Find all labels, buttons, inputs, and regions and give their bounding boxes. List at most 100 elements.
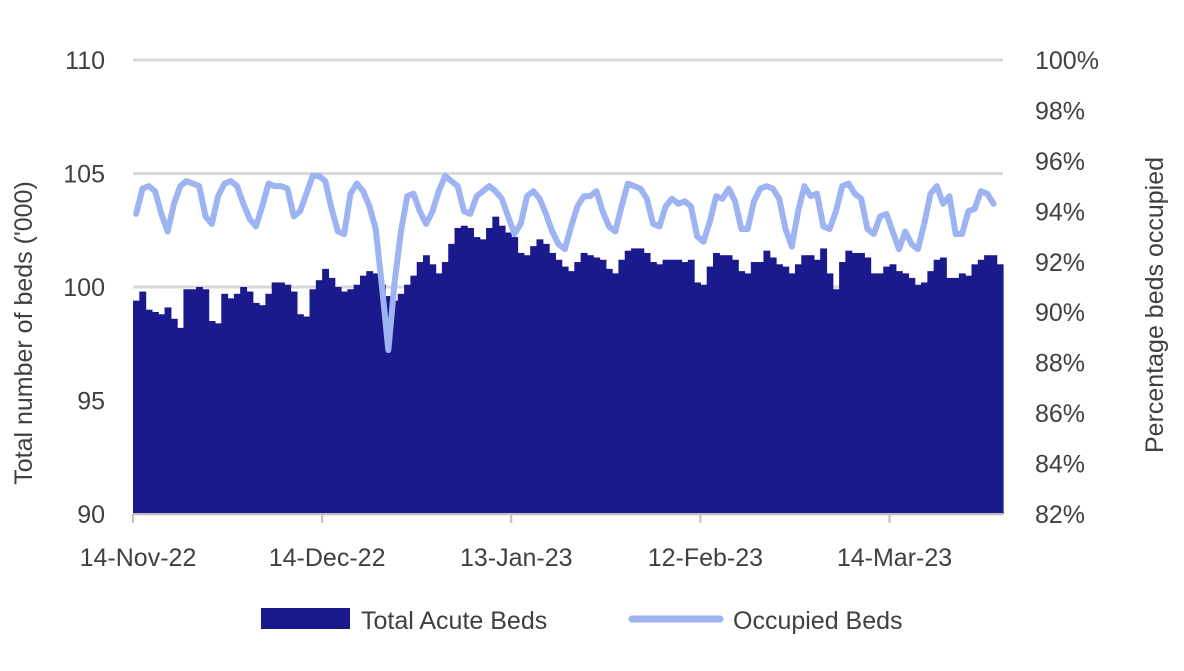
bar-total-acute-beds: [404, 284, 411, 514]
bar-total-acute-beds: [668, 259, 676, 514]
bar-total-acute-beds: [284, 284, 292, 514]
bar-total-acute-beds: [151, 311, 159, 514]
bar-total-acute-beds: [473, 237, 481, 514]
bar-total-acute-beds: [303, 316, 311, 514]
bar-total-acute-beds: [656, 264, 664, 514]
bar-total-acute-beds: [498, 225, 506, 514]
bar-total-acute-beds: [158, 314, 166, 514]
bar-total-acute-beds: [990, 255, 998, 514]
bar-total-acute-beds: [750, 262, 758, 514]
right-tick-label: 88%: [1035, 350, 1085, 378]
left-axis-ticks: 90 95 100 105 110: [63, 47, 105, 529]
bar-series: [133, 216, 1004, 515]
bar-total-acute-beds: [744, 273, 752, 514]
legend-label-total-acute-beds: Total Acute Beds: [361, 607, 547, 635]
bar-total-acute-beds: [769, 257, 777, 514]
bar-total-acute-beds: [536, 239, 544, 514]
right-tick-label: 82%: [1035, 501, 1085, 529]
bar-total-acute-beds: [341, 291, 348, 514]
bar-total-acute-beds: [189, 289, 197, 514]
bar-total-acute-beds: [631, 248, 638, 514]
left-tick-label: 110: [65, 47, 105, 75]
bar-total-acute-beds: [599, 259, 607, 514]
bar-total-acute-beds: [523, 255, 531, 514]
bar-total-acute-beds: [372, 273, 380, 514]
bar-total-acute-beds: [309, 289, 317, 514]
bar-total-acute-beds: [290, 291, 298, 514]
bar-total-acute-beds: [467, 227, 475, 515]
bar-total-acute-beds: [265, 293, 273, 514]
bar-total-acute-beds: [378, 284, 386, 514]
bar-total-acute-beds: [246, 291, 254, 514]
bar-total-acute-beds: [542, 243, 550, 514]
bar-total-acute-beds: [788, 273, 796, 514]
bar-total-acute-beds: [208, 321, 216, 514]
bar-total-acute-beds: [259, 305, 266, 514]
bar-total-acute-beds: [460, 225, 468, 514]
bar-total-acute-beds: [568, 271, 575, 514]
line-occupied-beds: [133, 173, 997, 354]
bar-total-acute-beds: [965, 275, 973, 514]
legend-swatch-total-acute-beds: [261, 608, 350, 629]
bar-total-acute-beds: [939, 257, 947, 514]
bar-total-acute-beds: [183, 289, 191, 514]
bar-total-acute-beds: [441, 262, 449, 514]
bar-total-acute-beds: [504, 232, 512, 514]
bar-total-acute-beds: [813, 259, 821, 514]
x-tick-label: 14-Mar-23: [837, 544, 952, 572]
bar-total-acute-beds: [694, 282, 701, 514]
bar-total-acute-beds: [984, 255, 991, 514]
bar-total-acute-beds: [347, 289, 355, 514]
bar-total-acute-beds: [889, 264, 897, 514]
bar-total-acute-beds: [612, 273, 620, 514]
bar-total-acute-beds: [864, 257, 872, 514]
bar-total-acute-beds: [391, 300, 399, 514]
bar-total-acute-beds: [278, 282, 285, 514]
bar-total-acute-beds: [807, 255, 815, 514]
bar-total-acute-beds: [637, 248, 645, 514]
x-tick-label: 14-Nov-22: [80, 544, 197, 572]
bar-total-acute-beds: [933, 259, 941, 514]
bar-total-acute-beds: [164, 307, 172, 514]
bar-total-acute-beds: [145, 309, 153, 514]
bar-total-acute-beds: [858, 252, 865, 514]
left-tick-label: 100: [63, 274, 105, 302]
bar-total-acute-beds: [851, 252, 859, 514]
bar-total-acute-beds: [914, 284, 922, 514]
left-tick-label: 90: [77, 501, 105, 529]
bar-total-acute-beds: [883, 266, 891, 514]
line-series: [133, 173, 997, 354]
x-tick-label: 13-Jan-23: [460, 544, 573, 572]
legend-label-occupied-beds: Occupied Beds: [733, 607, 903, 635]
bar-total-acute-beds: [196, 287, 203, 514]
bar-total-acute-beds: [429, 264, 437, 514]
bar-total-acute-beds: [801, 255, 809, 514]
bar-total-acute-beds: [511, 237, 519, 514]
bar-total-acute-beds: [706, 266, 714, 514]
bar-total-acute-beds: [952, 277, 960, 514]
bar-total-acute-beds: [908, 277, 916, 514]
bar-total-acute-beds: [296, 314, 304, 514]
left-tick-label: 95: [77, 388, 105, 416]
bar-total-acute-beds: [385, 296, 393, 514]
bar-total-acute-beds: [643, 252, 651, 514]
bar-total-acute-beds: [214, 323, 222, 514]
bar-total-acute-beds: [410, 275, 418, 514]
bar-total-acute-beds: [958, 273, 966, 514]
right-axis-title: Percentage beds occupied: [1141, 157, 1169, 453]
bar-total-acute-beds: [971, 264, 979, 514]
bar-total-acute-beds: [731, 259, 739, 514]
bar-total-acute-beds: [561, 266, 569, 514]
bar-total-acute-beds: [549, 252, 556, 514]
bar-total-acute-beds: [687, 259, 695, 514]
bar-total-acute-beds: [423, 255, 430, 514]
bar-total-acute-beds: [177, 327, 185, 514]
bar-total-acute-beds: [820, 248, 828, 514]
bar-total-acute-beds: [719, 255, 727, 514]
bar-total-acute-beds: [492, 216, 500, 514]
bar-total-acute-beds: [921, 282, 928, 514]
bar-total-acute-beds: [713, 252, 720, 514]
bar-total-acute-beds: [170, 318, 178, 514]
bar-total-acute-beds: [416, 262, 424, 514]
